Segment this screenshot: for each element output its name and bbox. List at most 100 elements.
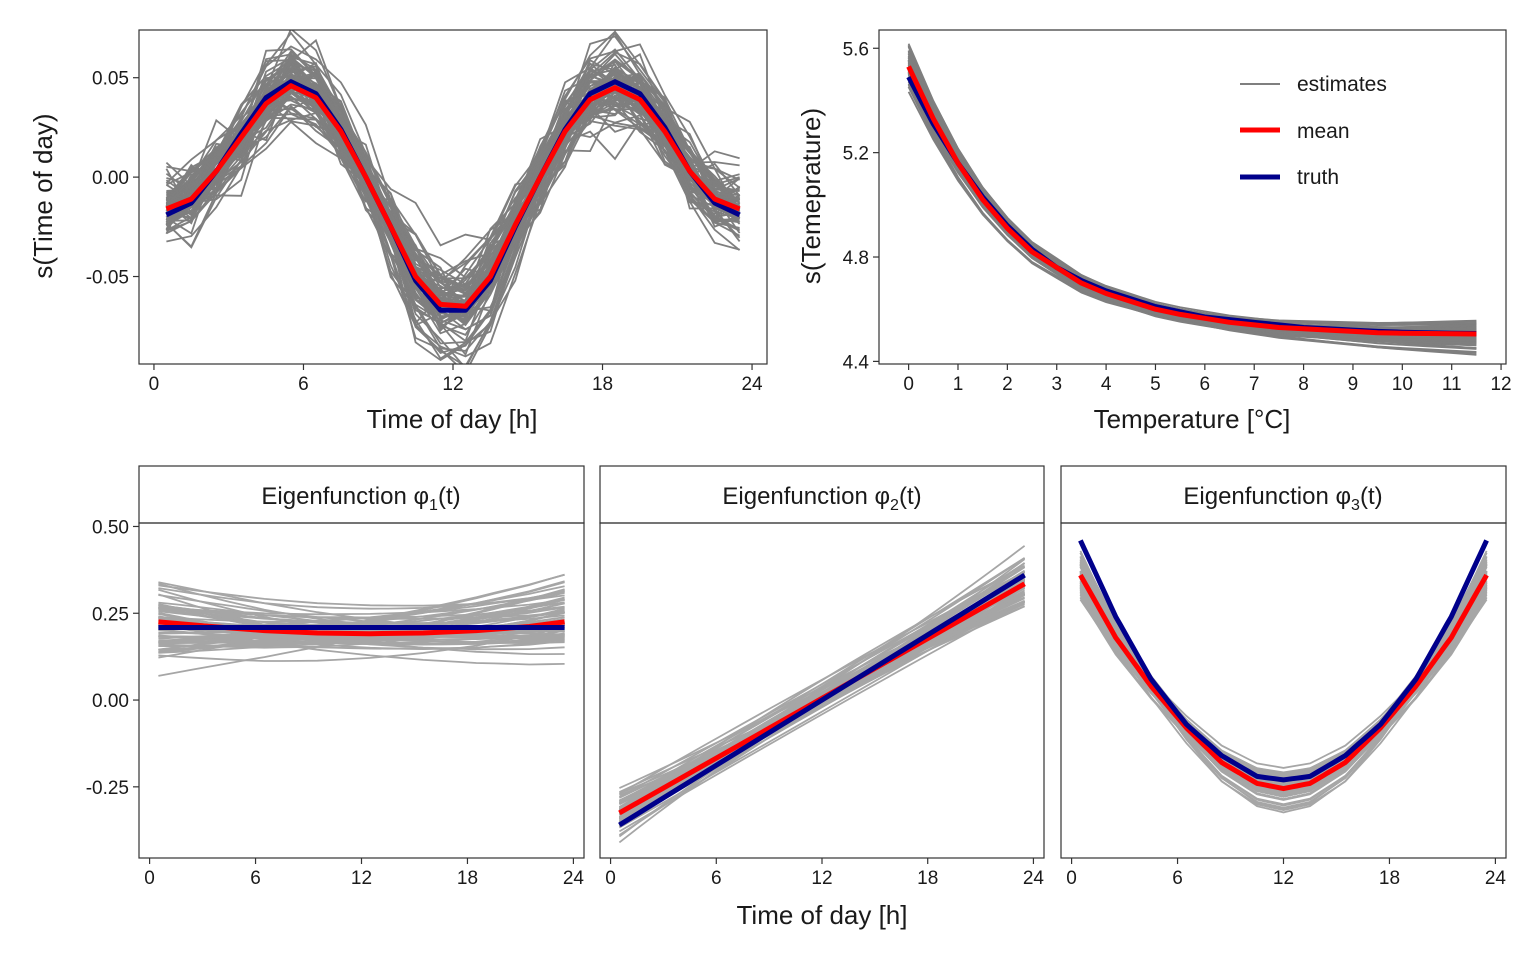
eigenfunction-2-panel: 0 6 12 18 24 [599, 465, 1045, 889]
temperature-panel: 0 1 2 3 4 5 6 7 8 9 10 11 124.44.85.25.6 [843, 29, 1512, 395]
legend: estimates mean truth [1240, 73, 1387, 189]
estimate-line [1079, 593, 1488, 794]
estimate-line [907, 72, 1477, 326]
plot-area [906, 43, 1477, 356]
x-tick-label: 6 [250, 868, 261, 889]
estimate-line [907, 61, 1477, 334]
estimate-line [1079, 574, 1488, 812]
estimate-line [165, 119, 740, 302]
estimate-line [907, 66, 1477, 331]
x-tick-label: 9 [1348, 374, 1359, 395]
estimate-line [907, 46, 1477, 346]
y-tick-label: 5.6 [843, 39, 869, 60]
x-tick-label: 3 [1051, 374, 1062, 395]
estimate-line [1079, 594, 1488, 785]
estimate-line [1079, 597, 1488, 793]
estimate-line [907, 55, 1477, 335]
estimate-line [618, 570, 1026, 798]
x-tick-label: 0 [1066, 868, 1077, 889]
x-tick-label: 6 [1172, 868, 1183, 889]
estimate-line [907, 60, 1477, 333]
plot-area [618, 545, 1026, 844]
legend-label-estimates: estimates [1297, 73, 1387, 96]
x-tick-label: 0 [144, 868, 155, 889]
x-tick-label: 12 [1490, 374, 1511, 395]
estimate-line [618, 557, 1026, 803]
bottom-shared-xlabel: Time of day [h] [737, 900, 908, 930]
estimate-line [907, 45, 1477, 333]
estimate-line [1079, 599, 1488, 779]
x-tick-label: 12 [351, 868, 372, 889]
y-tick-label: -0.05 [86, 268, 129, 289]
estimate-line [158, 587, 565, 610]
estimate-line [907, 64, 1477, 326]
estimate-line [165, 30, 741, 325]
estimate-line [165, 58, 740, 296]
x-tick-label: 6 [1200, 374, 1211, 395]
x-tick-label: 24 [741, 374, 763, 395]
truth-line [618, 572, 1026, 828]
y-tick-label: 0.05 [92, 69, 129, 90]
estimate-line [907, 50, 1477, 338]
strip-header [1060, 465, 1507, 524]
x-tick-label: 18 [592, 374, 613, 395]
x-tick-label: 11 [1442, 374, 1462, 395]
mean-line [906, 65, 1477, 337]
time-of-day-panel: 0 6 12 18 24 -0.05 0.00 0.05 [86, 29, 768, 395]
estimate-line [907, 59, 1477, 338]
estimate-line [907, 45, 1477, 343]
estimate-line [907, 51, 1477, 338]
y-tick-label: 0.25 [92, 604, 129, 625]
mean-line [165, 83, 741, 309]
y-tick-label: 4.4 [843, 352, 870, 373]
plot-area [158, 573, 565, 677]
x-tick-label: 24 [1023, 868, 1045, 889]
estimate-line [158, 605, 565, 619]
y-tick-label: -0.25 [86, 778, 129, 799]
estimate-line [907, 62, 1477, 332]
x-tick-label: 0 [903, 374, 914, 395]
x-tick-label: 18 [917, 868, 938, 889]
estimate-line [158, 588, 565, 677]
y-tick-label: 5.2 [843, 144, 869, 165]
time-panel-xlabel: Time of day [h] [367, 404, 538, 434]
temperature-panel-ylabel: s(Temeprature) [796, 108, 826, 284]
truth-line [165, 79, 741, 313]
y-tick-label: 4.8 [843, 248, 869, 269]
x-tick-label: 12 [442, 374, 463, 395]
x-tick-label: 0 [149, 374, 160, 395]
strip-title-eigenfunction-1: Eigenfunction φ1(t) [261, 483, 460, 514]
estimate-line [907, 67, 1477, 331]
y-tick-label: 0.00 [92, 168, 129, 189]
x-tick-label: 0 [605, 868, 616, 889]
x-tick-label: 18 [457, 868, 478, 889]
time-panel-ylabel: s(Time of day) [28, 113, 58, 278]
estimate-line [907, 64, 1477, 324]
estimate-line [907, 60, 1477, 339]
estimate-line [165, 91, 741, 358]
estimate-line [907, 57, 1477, 334]
x-tick-label: 6 [711, 868, 722, 889]
strip-header [599, 465, 1045, 524]
x-tick-label: 10 [1392, 374, 1413, 395]
x-tick-label: 8 [1298, 374, 1309, 395]
panel-frame [878, 29, 1507, 365]
x-tick-label: 1 [953, 374, 964, 395]
legend-label-mean: mean [1297, 120, 1350, 143]
estimate-line [166, 67, 741, 308]
estimate-line [907, 63, 1477, 336]
estimate-line [907, 44, 1477, 336]
estimate-line [618, 605, 1025, 838]
estimate-line [165, 91, 740, 303]
estimate-line [907, 45, 1477, 341]
estimate-line [907, 71, 1477, 344]
x-tick-label: 5 [1150, 374, 1161, 395]
mean-line [1078, 573, 1489, 792]
eigenfunction-1-panel: 0 6 12 18 24 -0.25 0.00 0.25 0.50 [86, 465, 585, 889]
x-tick-label: 2 [1002, 374, 1013, 395]
estimate-line [907, 57, 1477, 342]
x-tick-label: 12 [811, 868, 832, 889]
eigenfunction-3-panel: 0 6 12 18 24 [1060, 465, 1507, 889]
x-tick-label: 6 [298, 374, 309, 395]
